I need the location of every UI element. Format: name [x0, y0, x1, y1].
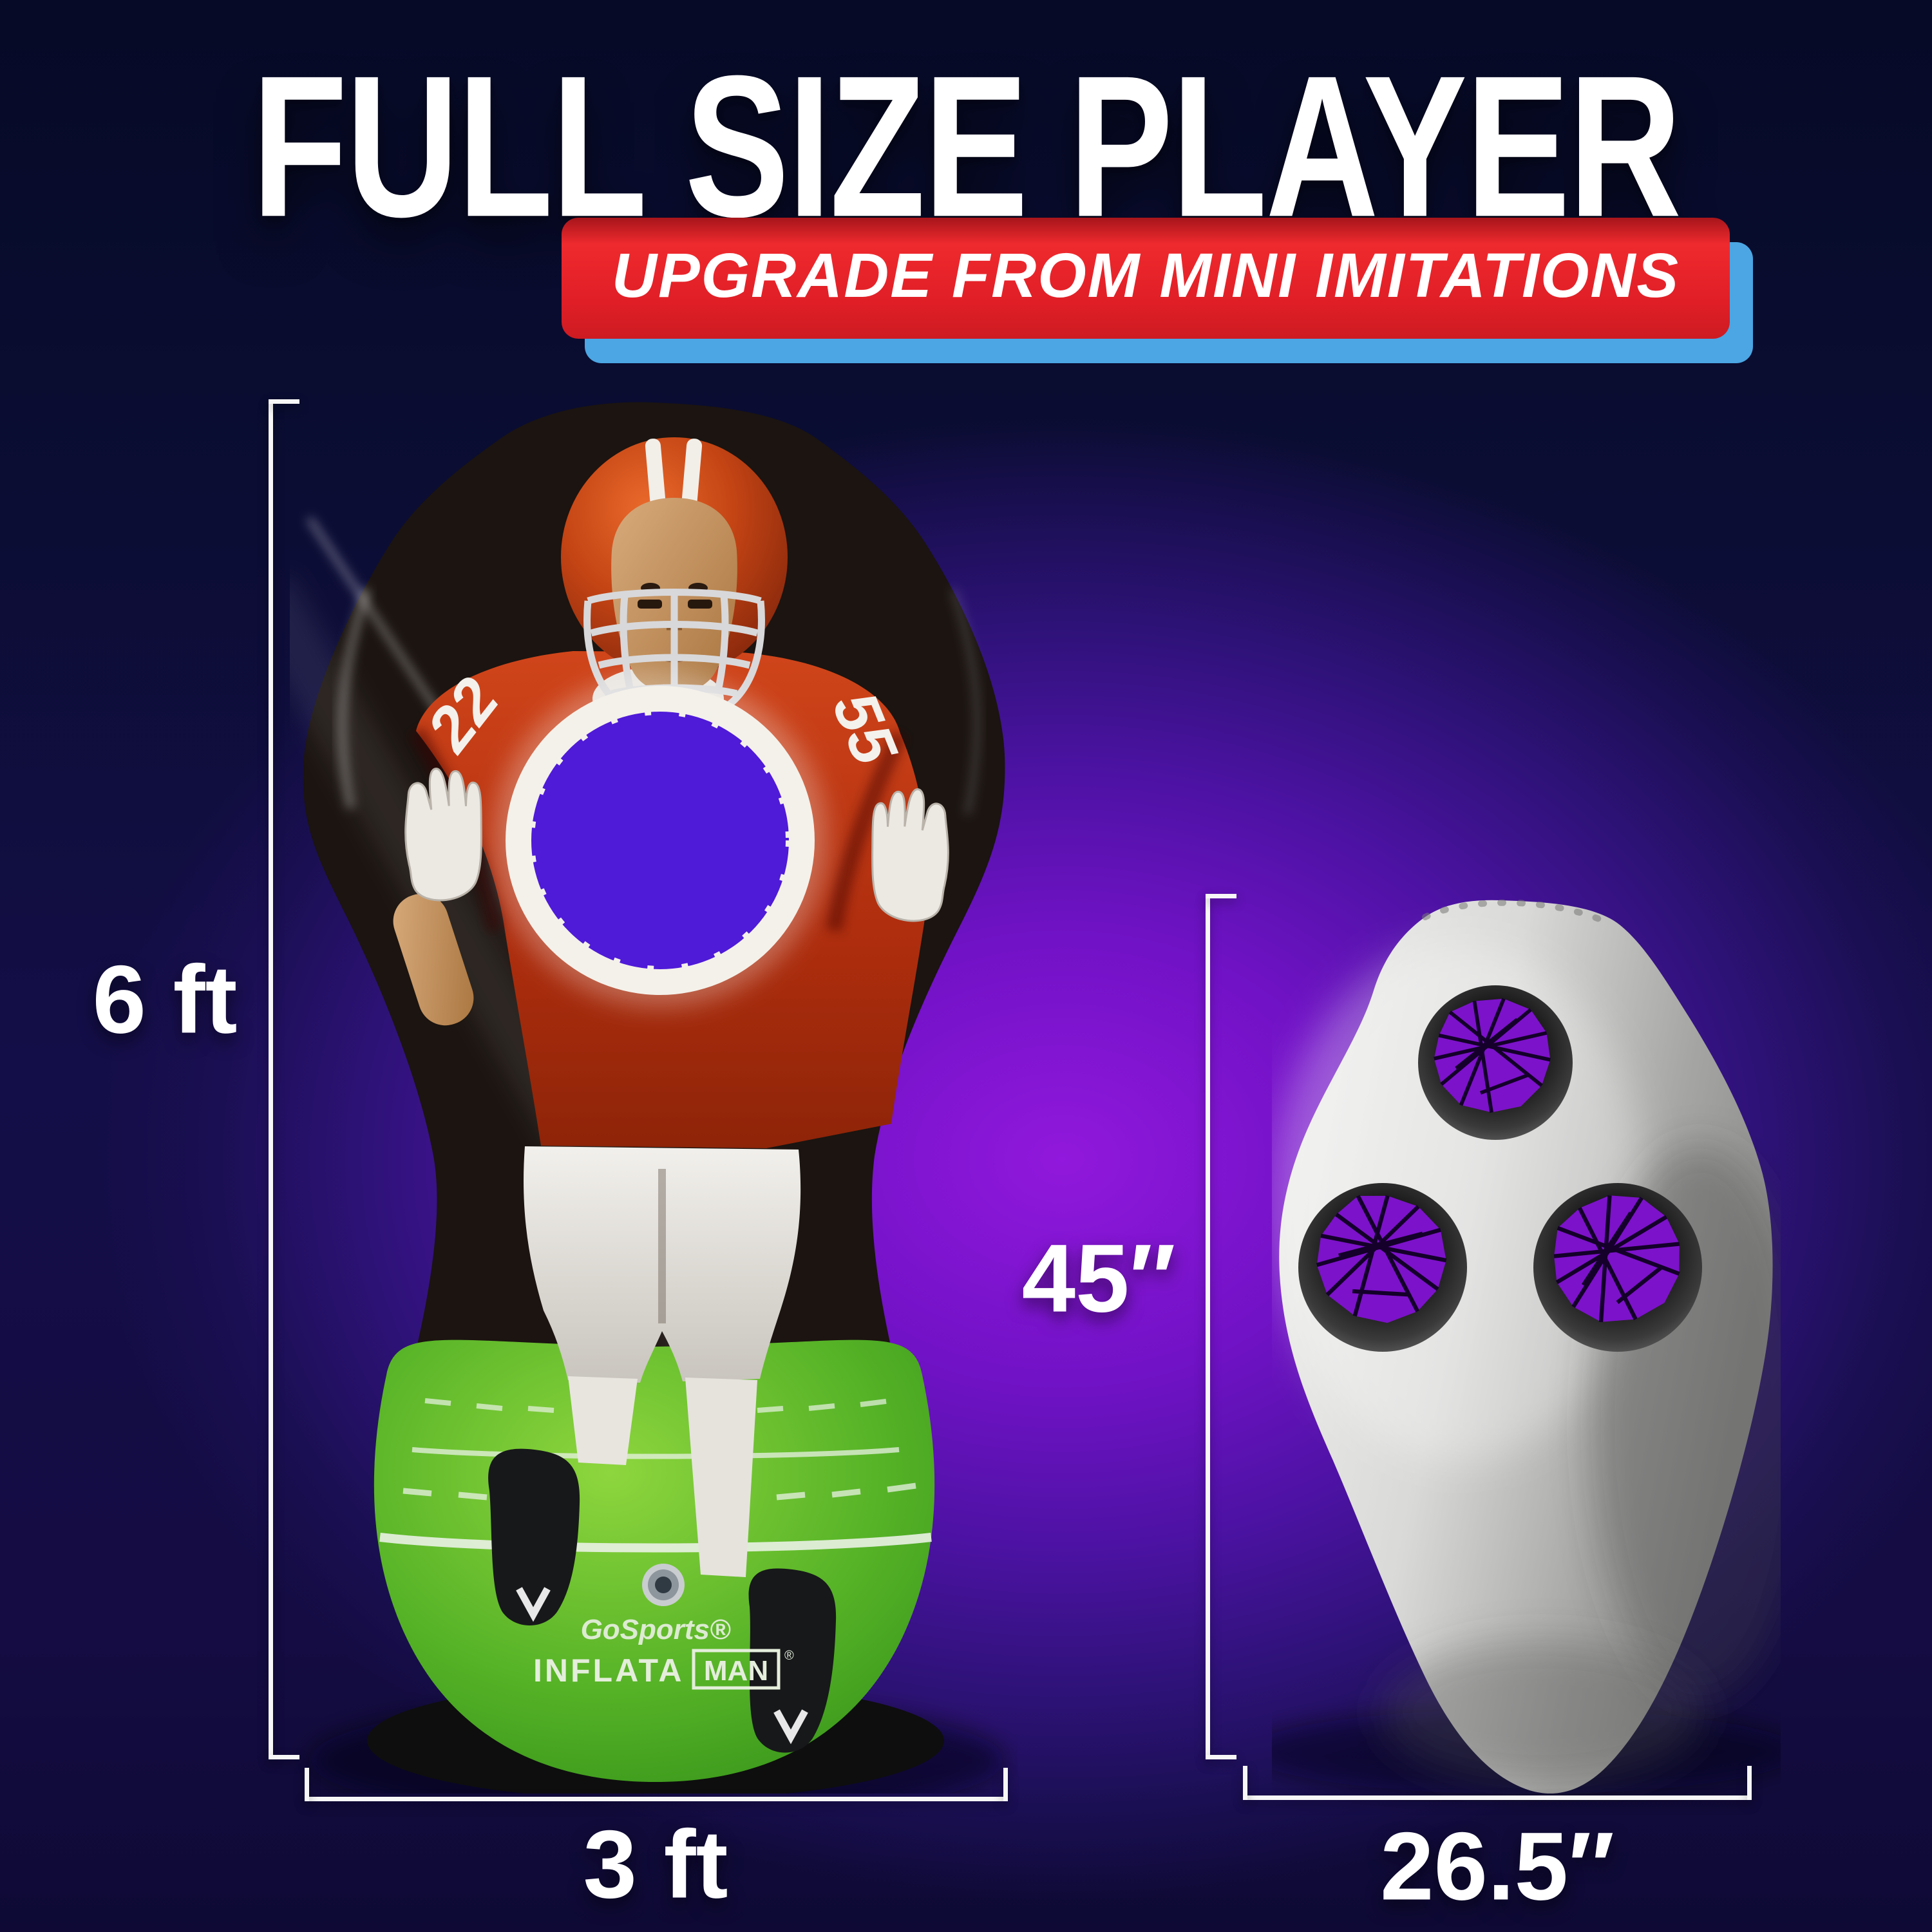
full-width-label: 3 ft: [583, 1810, 728, 1918]
brand-wordmark-man: MAN: [704, 1655, 768, 1687]
subtitle-banner: UPGRADE FROM MINI IMITATIONS: [562, 218, 1730, 339]
sock-right: [685, 1378, 757, 1577]
width-bracket-full-line: [305, 1797, 1008, 1801]
width-bracket-full-tick-right: [1003, 1768, 1008, 1801]
glove-right: [871, 788, 949, 922]
height-bracket-full-line: [269, 401, 273, 1759]
glove-left: [404, 768, 482, 902]
cleat-right: [748, 1568, 837, 1753]
sock-left: [568, 1376, 638, 1465]
brand-wordmark-inflata: INFLATA: [533, 1653, 684, 1689]
brand-logo: GoSports® INFLATA MAN ®: [533, 1614, 794, 1690]
subtitle-banner-label: UPGRADE FROM MINI IMITATIONS: [611, 240, 1680, 310]
height-bracket-full-tick-top: [269, 399, 299, 404]
air-valve: [642, 1564, 685, 1606]
target-hole-top: [1418, 985, 1573, 1140]
cleat-left: [488, 1448, 580, 1625]
player-inflatable-illustration: 22 55: [290, 402, 1005, 1794]
mini-inflatable-illustration: [1272, 899, 1781, 1794]
yard-lines: [379, 1398, 932, 1553]
height-bracket-full-tick-bottom: [269, 1755, 299, 1759]
width-bracket-mini-line: [1243, 1795, 1752, 1800]
width-bracket-full-tick-left: [305, 1768, 309, 1801]
height-bracket-mini-tick-bottom: [1206, 1755, 1236, 1759]
chest-target-net: [493, 673, 828, 1008]
brand-script: GoSports®: [581, 1614, 731, 1645]
mini-width-label: 26.5″: [1380, 1812, 1615, 1920]
brand-reg-mark: ®: [784, 1649, 794, 1663]
full-height-label: 6 ft: [92, 945, 238, 1054]
pants: [524, 1146, 801, 1383]
width-bracket-mini-tick-right: [1747, 1766, 1752, 1800]
width-bracket-mini-tick-left: [1243, 1766, 1247, 1800]
height-bracket-mini-line: [1206, 895, 1210, 1759]
target-hole-left: [1297, 1175, 1467, 1352]
target-hole-right: [1533, 1180, 1702, 1352]
helmet: [561, 437, 788, 723]
mini-height-label: 45″: [1021, 1224, 1176, 1332]
height-bracket-mini-tick-top: [1206, 894, 1236, 898]
forearm-left: [393, 893, 474, 1026]
